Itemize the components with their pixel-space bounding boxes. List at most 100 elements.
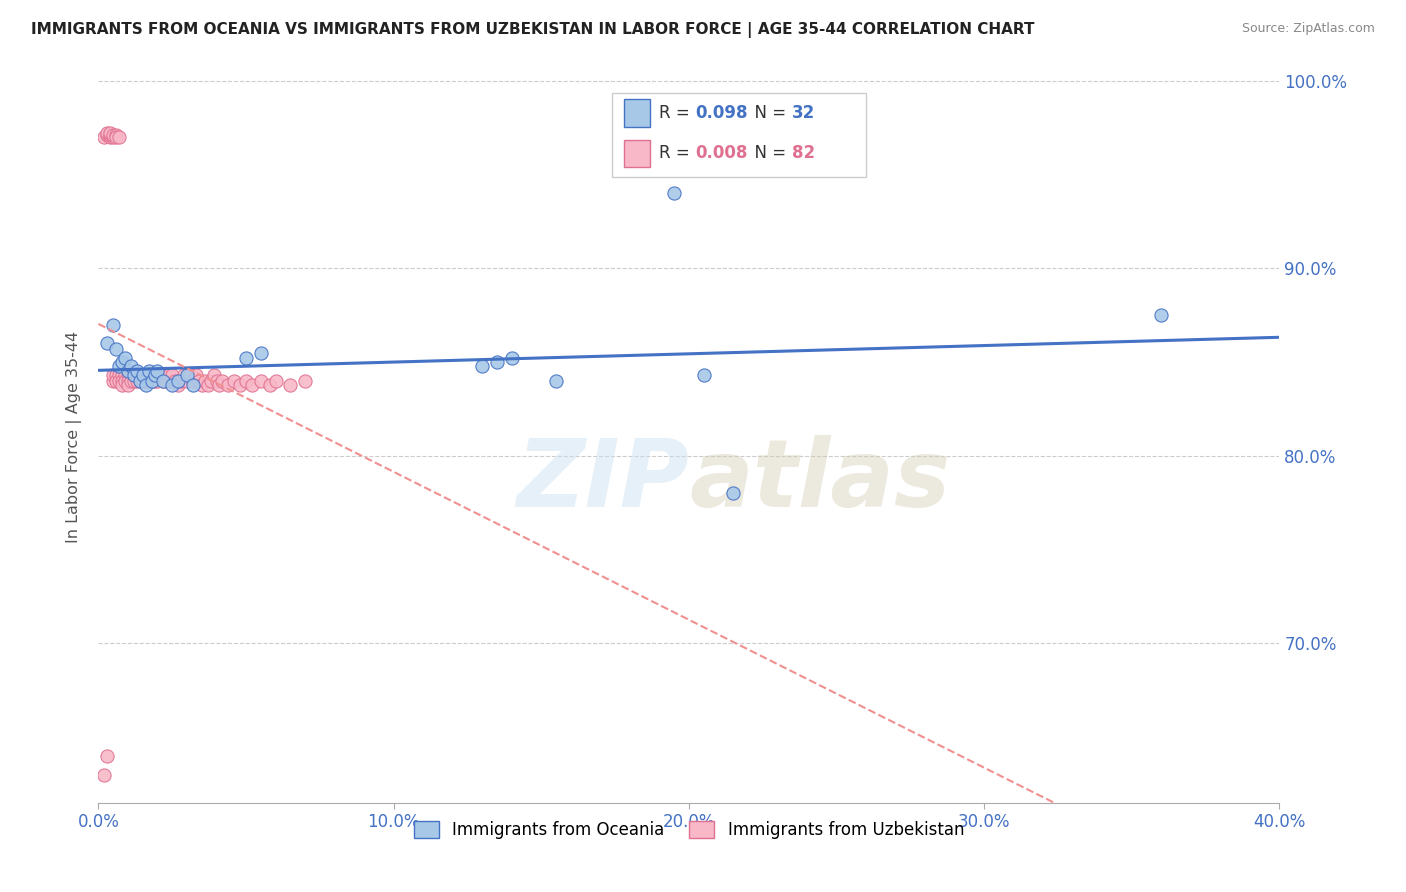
Point	[128, 368, 150, 383]
Point	[105, 128, 128, 142]
Legend: Immigrants from Oceania, Immigrants from Uzbekistan: Immigrants from Oceania, Immigrants from…	[408, 814, 970, 846]
Point	[146, 364, 169, 378]
Point	[146, 368, 169, 383]
Point	[211, 374, 233, 388]
Point	[200, 374, 222, 388]
Point	[152, 368, 174, 383]
Point	[173, 368, 195, 383]
Point	[152, 374, 174, 388]
Point	[179, 368, 201, 383]
Point	[264, 374, 287, 388]
Point	[170, 374, 193, 388]
Point	[155, 374, 177, 388]
Text: N =: N =	[744, 104, 792, 122]
Point	[93, 130, 115, 145]
Point	[117, 374, 139, 388]
Point	[259, 377, 281, 392]
Point	[224, 374, 246, 388]
Point	[108, 359, 131, 373]
Point	[157, 368, 180, 383]
Point	[132, 368, 155, 383]
Point	[208, 377, 231, 392]
Point	[96, 336, 118, 351]
Point	[167, 374, 190, 388]
Point	[162, 374, 183, 388]
Point	[546, 374, 568, 388]
Point	[117, 364, 139, 378]
Point	[235, 374, 257, 388]
Point	[155, 368, 177, 383]
Point	[162, 368, 183, 383]
Point	[122, 374, 145, 388]
Text: 32: 32	[792, 104, 815, 122]
Point	[111, 355, 134, 369]
Point	[125, 368, 148, 383]
Point	[135, 377, 157, 392]
Text: Source: ZipAtlas.com: Source: ZipAtlas.com	[1241, 22, 1375, 36]
Point	[111, 374, 134, 388]
Point	[125, 374, 148, 388]
Y-axis label: In Labor Force | Age 35-44: In Labor Force | Age 35-44	[66, 331, 83, 543]
Point	[96, 126, 118, 140]
Point	[135, 374, 157, 388]
Text: 82: 82	[792, 145, 815, 162]
Point	[117, 368, 139, 383]
Point	[125, 364, 148, 378]
Point	[128, 374, 150, 388]
Point	[138, 374, 160, 388]
Point	[143, 374, 166, 388]
Text: R =: R =	[659, 145, 696, 162]
Point	[176, 368, 198, 383]
Text: IMMIGRANTS FROM OCEANIA VS IMMIGRANTS FROM UZBEKISTAN IN LABOR FORCE | AGE 35-44: IMMIGRANTS FROM OCEANIA VS IMMIGRANTS FR…	[31, 22, 1035, 38]
Point	[250, 345, 273, 359]
Point	[197, 377, 219, 392]
Point	[141, 368, 163, 383]
Point	[103, 128, 125, 142]
Point	[184, 368, 207, 383]
Point	[98, 128, 121, 142]
Point	[280, 377, 302, 392]
Point	[108, 130, 131, 145]
Point	[93, 767, 115, 781]
Point	[167, 377, 190, 392]
Point	[120, 359, 142, 373]
Point	[96, 128, 118, 142]
Point	[141, 374, 163, 388]
Point	[114, 374, 136, 388]
Point	[114, 351, 136, 366]
Point	[132, 374, 155, 388]
Point	[181, 374, 204, 388]
FancyBboxPatch shape	[612, 94, 866, 178]
Point	[162, 377, 183, 392]
FancyBboxPatch shape	[624, 99, 650, 127]
Point	[122, 368, 145, 383]
Point	[105, 368, 128, 383]
Point	[181, 377, 204, 392]
Point	[693, 368, 716, 383]
Point	[205, 374, 228, 388]
Point	[501, 351, 523, 366]
Point	[149, 368, 172, 383]
Text: 0.098: 0.098	[695, 104, 748, 122]
Point	[486, 355, 509, 369]
Text: atlas: atlas	[689, 435, 950, 527]
Point	[105, 342, 128, 356]
Point	[105, 130, 128, 145]
Point	[664, 186, 686, 201]
Point	[191, 377, 214, 392]
Point	[138, 364, 160, 378]
Point	[114, 368, 136, 383]
Point	[111, 368, 134, 383]
Point	[240, 377, 263, 392]
Point	[122, 368, 145, 383]
Point	[165, 374, 187, 388]
Point	[103, 374, 125, 388]
Point	[471, 359, 494, 373]
Point	[138, 368, 160, 383]
Point	[128, 374, 150, 388]
Point	[187, 374, 209, 388]
Point	[146, 374, 169, 388]
Point	[103, 130, 125, 145]
Point	[194, 374, 217, 388]
Point	[229, 377, 252, 392]
